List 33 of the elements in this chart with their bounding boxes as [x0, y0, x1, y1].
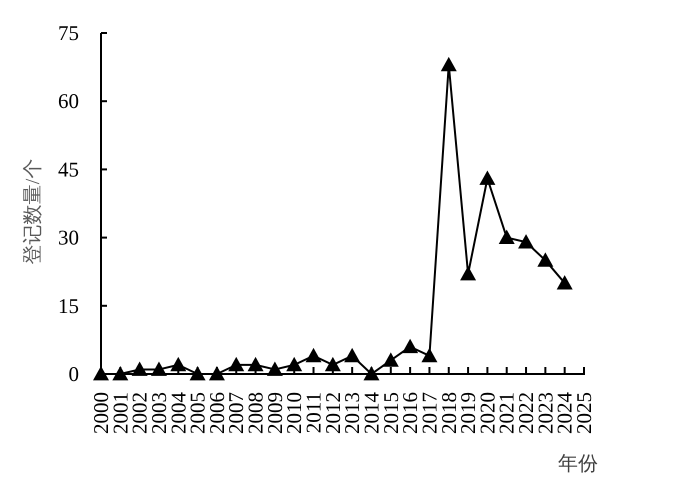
point — [286, 356, 302, 372]
y-tick-label: 60 — [58, 89, 79, 114]
point — [132, 361, 148, 376]
y-tick-label: 30 — [58, 226, 79, 250]
point — [382, 352, 399, 367]
point — [479, 170, 496, 185]
point — [537, 252, 554, 267]
y-tick-label: 15 — [58, 294, 79, 318]
point — [363, 366, 380, 380]
point — [228, 356, 244, 372]
point — [421, 348, 438, 362]
point — [556, 275, 573, 290]
point — [402, 338, 418, 354]
point — [306, 348, 322, 362]
point — [150, 361, 167, 376]
point — [170, 356, 186, 372]
point — [112, 366, 128, 380]
point — [190, 366, 206, 380]
point — [208, 366, 225, 380]
point — [248, 356, 264, 372]
y-tick-label: 0 — [68, 362, 79, 386]
point — [344, 348, 360, 362]
point — [93, 366, 109, 380]
point — [266, 361, 283, 376]
point — [440, 56, 457, 72]
y-tick-label: 75 — [58, 21, 79, 45]
point — [498, 230, 515, 244]
y-axis-title: 登记数量/个 — [22, 158, 44, 264]
point — [518, 234, 534, 249]
y-tick-label: 45 — [58, 157, 79, 182]
x-axis-title: 年份 — [558, 453, 598, 475]
point — [460, 266, 476, 280]
point — [324, 356, 341, 372]
